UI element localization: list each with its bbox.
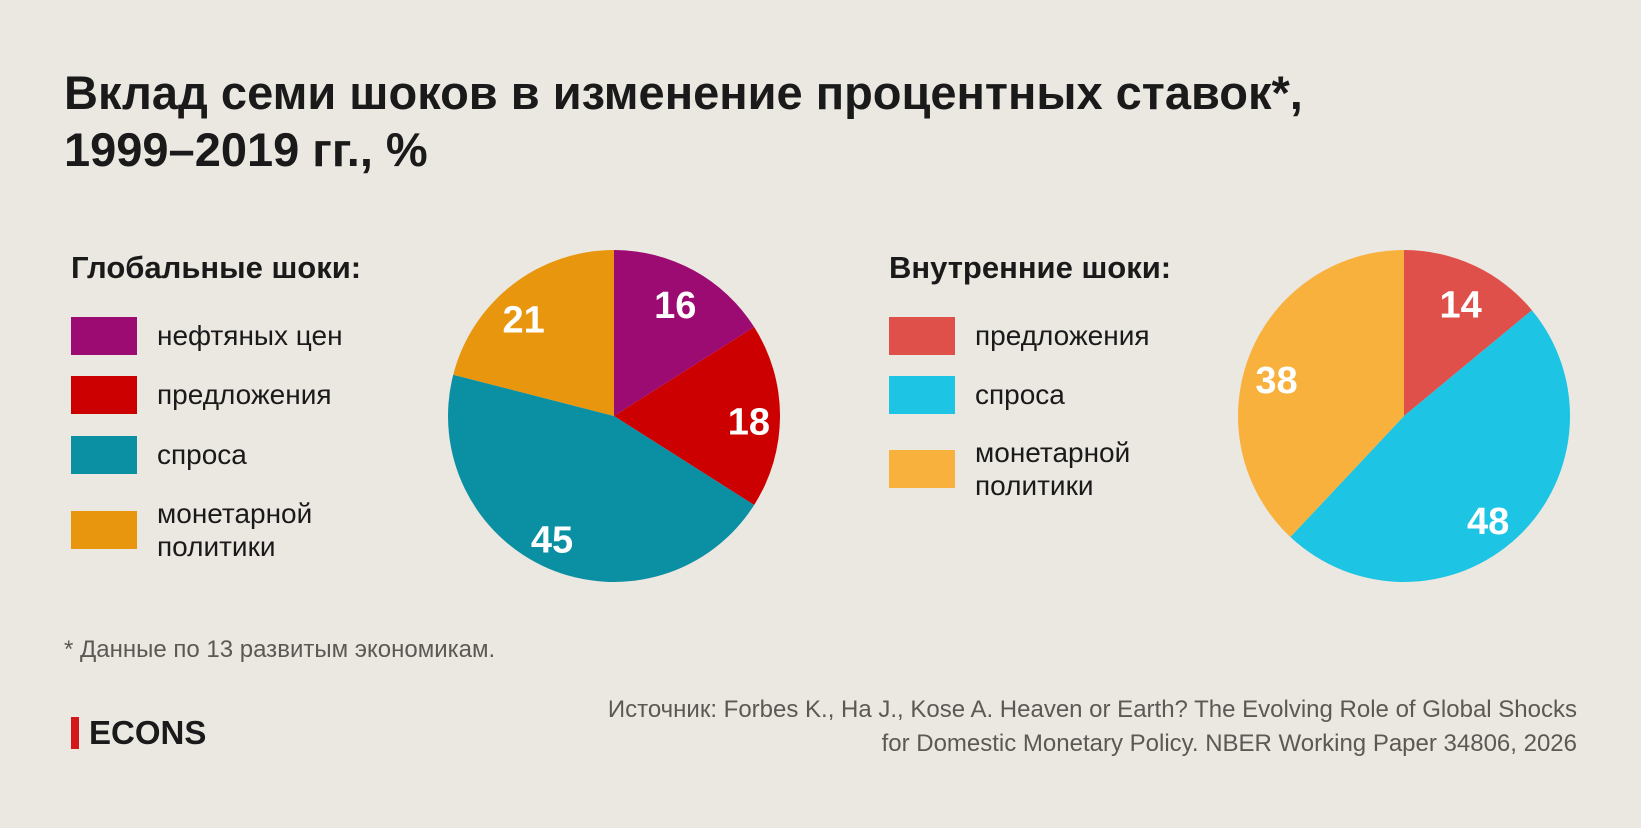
svg-text:38: 38	[1255, 360, 1297, 402]
svg-text:14: 14	[1440, 285, 1482, 327]
svg-text:16: 16	[654, 285, 696, 327]
svg-text:45: 45	[531, 520, 573, 562]
svg-text:21: 21	[503, 300, 545, 342]
svg-text:48: 48	[1467, 501, 1509, 543]
svg-text:18: 18	[728, 402, 770, 444]
